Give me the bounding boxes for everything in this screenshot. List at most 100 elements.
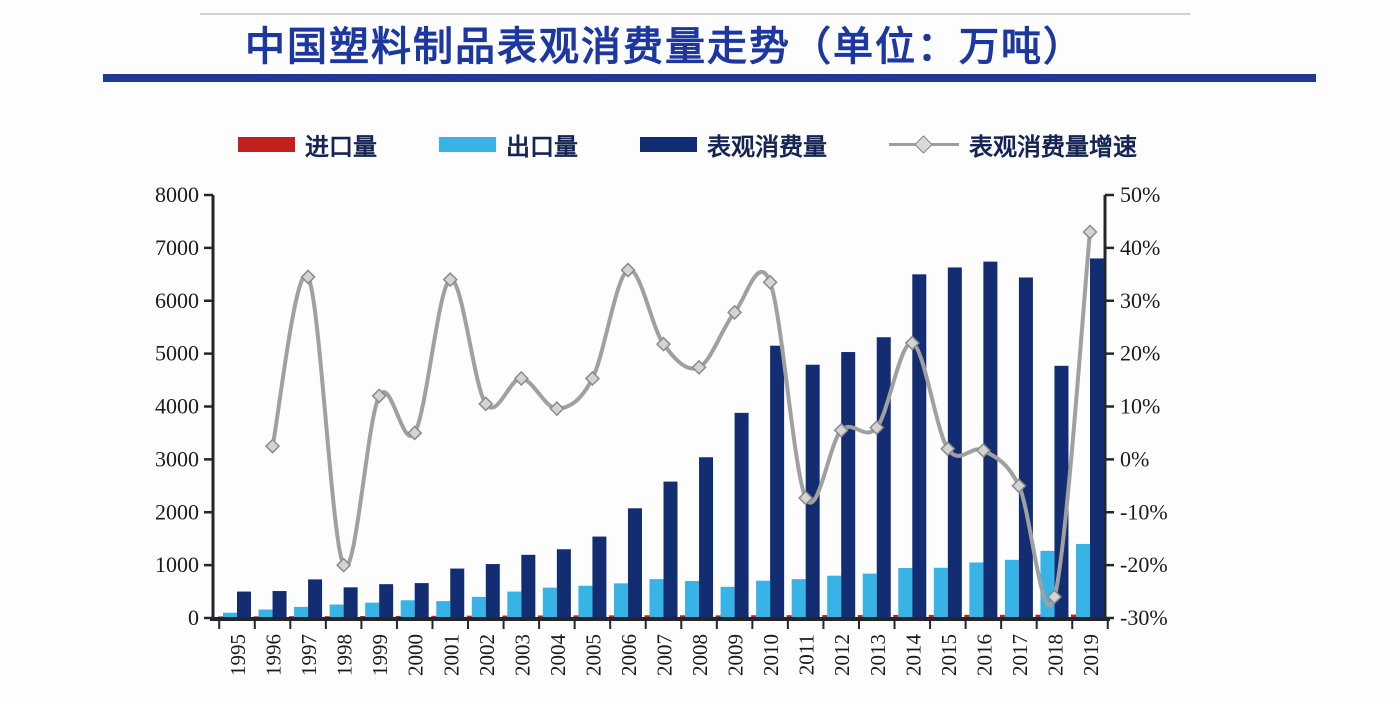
growth-marker-2015 <box>940 441 956 457</box>
bar-consumption-2007 <box>663 481 678 618</box>
bar-consumption-2000 <box>414 583 429 618</box>
bar-consumption-1996 <box>272 591 287 618</box>
bar-exports-1995 <box>223 612 237 618</box>
x-label-2008: 2008 <box>688 634 712 676</box>
bar-exports-2000 <box>400 600 415 618</box>
bar-exports-2011 <box>791 579 806 618</box>
bar-consumption-2001 <box>450 568 465 618</box>
legend-label-growth: 表观消费量增速 <box>969 135 1137 161</box>
bar-imports-2015 <box>928 614 934 618</box>
y-right-label-40: 40% <box>1120 235 1160 260</box>
bar-consumption-2009 <box>734 412 749 618</box>
bar-exports-1998 <box>329 604 344 618</box>
bar-exports-2010 <box>756 580 771 618</box>
bar-exports-1996 <box>258 609 273 618</box>
growth-marker-1999 <box>371 388 387 404</box>
y-right-label--30: -30% <box>1120 605 1168 630</box>
growth-marker-2016 <box>975 442 991 458</box>
bar-exports-1997 <box>294 606 309 618</box>
bar-exports-2006 <box>613 583 628 618</box>
bar-imports-2013 <box>857 615 863 618</box>
legend-swatch-consumption <box>640 137 697 152</box>
bar-imports-2017 <box>999 614 1005 618</box>
bar-consumption-1997 <box>308 579 323 618</box>
x-label-2017: 2017 <box>1008 634 1032 676</box>
bar-consumption-2004 <box>556 549 571 618</box>
bar-consumption-1998 <box>343 587 358 618</box>
y-right-label-10: 10% <box>1120 394 1160 419</box>
x-label-2006: 2006 <box>617 634 641 676</box>
growth-marker-2004 <box>549 401 565 417</box>
bar-imports-2011 <box>786 615 792 618</box>
legend-item-consumption: 表观消费量 <box>640 127 827 162</box>
bar-exports-2004 <box>542 587 557 618</box>
x-label-2005: 2005 <box>581 634 605 676</box>
bar-exports-2019 <box>1076 543 1090 618</box>
bar-imports-2001 <box>431 615 437 618</box>
y-left-label-8000: 8000 <box>155 182 199 207</box>
bar-consumption-2015 <box>947 267 962 618</box>
x-label-1999: 1999 <box>368 634 392 676</box>
bar-consumption-2005 <box>592 536 607 618</box>
bar-exports-2013 <box>862 573 877 618</box>
growth-marker-2001 <box>442 272 458 288</box>
bar-imports-1999 <box>360 615 366 618</box>
x-label-2000: 2000 <box>404 634 428 676</box>
bar-imports-2008 <box>680 615 686 618</box>
y-left-label-6000: 6000 <box>155 288 199 313</box>
y-left-label-7000: 7000 <box>155 235 199 260</box>
legend-item-exports: 出口量 <box>439 127 578 162</box>
growth-marker-1998 <box>336 557 352 573</box>
bar-exports-2009 <box>720 586 735 618</box>
x-label-2014: 2014 <box>901 634 925 677</box>
bar-imports-2003 <box>502 615 508 618</box>
chart-title: 中国塑料制品表观消费量走势（单位：万吨） <box>245 24 1085 69</box>
bar-consumption-2018 <box>1054 365 1069 618</box>
y-right-label-50: 50% <box>1120 182 1160 207</box>
bar-exports-2002 <box>471 596 486 618</box>
y-right-label--10: -10% <box>1120 499 1168 524</box>
x-label-1998: 1998 <box>333 634 357 676</box>
y-left-label-5000: 5000 <box>155 341 199 366</box>
growth-marker-2006 <box>620 262 636 278</box>
bar-consumption-2010 <box>770 345 785 618</box>
bar-imports-2018 <box>1035 614 1041 618</box>
chart-legend: 进口量 出口量 表观消费量 表观消费量增速 <box>238 127 1137 162</box>
x-label-2016: 2016 <box>972 634 996 676</box>
x-label-2013: 2013 <box>866 634 890 676</box>
x-label-2019: 2019 <box>1079 634 1103 676</box>
bar-exports-2008 <box>685 580 700 618</box>
bar-consumption-2008 <box>699 457 714 618</box>
x-label-2004: 2004 <box>546 634 570 677</box>
bar-imports-2012 <box>822 615 828 618</box>
growth-marker-2010 <box>762 274 778 290</box>
x-label-1997: 1997 <box>297 634 321 676</box>
bar-exports-2003 <box>507 591 522 618</box>
legend-item-imports: 进口量 <box>238 127 377 162</box>
bar-imports-2006 <box>608 615 614 618</box>
bar-exports-1999 <box>365 602 380 618</box>
bar-consumption-2013 <box>876 337 891 618</box>
bar-imports-2002 <box>466 615 472 618</box>
bar-consumption-2019 <box>1090 258 1104 618</box>
growth-marker-2018 <box>1046 589 1063 605</box>
bar-exports-2007 <box>649 579 664 618</box>
bar-consumption-2002 <box>485 564 500 618</box>
growth-marker-2011 <box>798 490 814 506</box>
x-label-2001: 2001 <box>439 634 463 676</box>
top-divider <box>200 13 1190 15</box>
bar-imports-2000 <box>395 615 401 618</box>
x-label-2011: 2011 <box>795 634 819 675</box>
growth-marker-2008 <box>691 359 707 375</box>
legend-label-exports: 出口量 <box>506 135 578 161</box>
growth-line <box>270 230 1092 608</box>
y-right-label--20: -20% <box>1120 552 1168 577</box>
x-label-2018: 2018 <box>1043 634 1067 676</box>
growth-marker-2019 <box>1082 224 1098 240</box>
growth-marker-2005 <box>584 370 600 387</box>
legend-label-imports: 进口量 <box>305 135 377 161</box>
bar-consumption-2003 <box>521 554 536 618</box>
bar-exports-2017 <box>1004 559 1019 618</box>
y-right-label-0: 0% <box>1120 446 1149 471</box>
